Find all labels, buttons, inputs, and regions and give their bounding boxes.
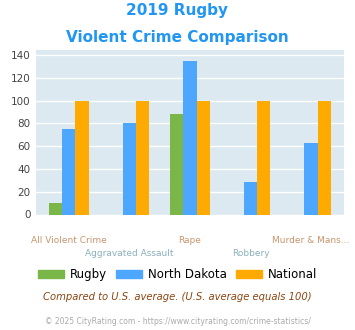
Text: Violent Crime Comparison: Violent Crime Comparison: [66, 30, 289, 45]
Bar: [136, 101, 149, 214]
Legend: Rugby, North Dakota, National: Rugby, North Dakota, National: [33, 263, 322, 286]
Text: Aggravated Assault: Aggravated Assault: [85, 249, 174, 258]
Bar: [123, 123, 136, 214]
Bar: [318, 101, 331, 214]
Text: Rape: Rape: [179, 236, 201, 245]
Bar: [244, 182, 257, 215]
Text: Compared to U.S. average. (U.S. average equals 100): Compared to U.S. average. (U.S. average …: [43, 292, 312, 302]
Text: 2019 Rugby: 2019 Rugby: [126, 3, 229, 18]
Bar: [197, 101, 210, 214]
Bar: [76, 101, 89, 214]
Bar: [170, 115, 183, 214]
Bar: [304, 143, 318, 214]
Bar: [49, 203, 62, 214]
Text: Robbery: Robbery: [232, 249, 269, 258]
Text: All Violent Crime: All Violent Crime: [31, 236, 107, 245]
Bar: [62, 129, 76, 214]
Text: © 2025 CityRating.com - https://www.cityrating.com/crime-statistics/: © 2025 CityRating.com - https://www.city…: [45, 317, 310, 326]
Bar: [183, 61, 197, 214]
Text: Murder & Mans...: Murder & Mans...: [272, 236, 350, 245]
Bar: [257, 101, 271, 214]
